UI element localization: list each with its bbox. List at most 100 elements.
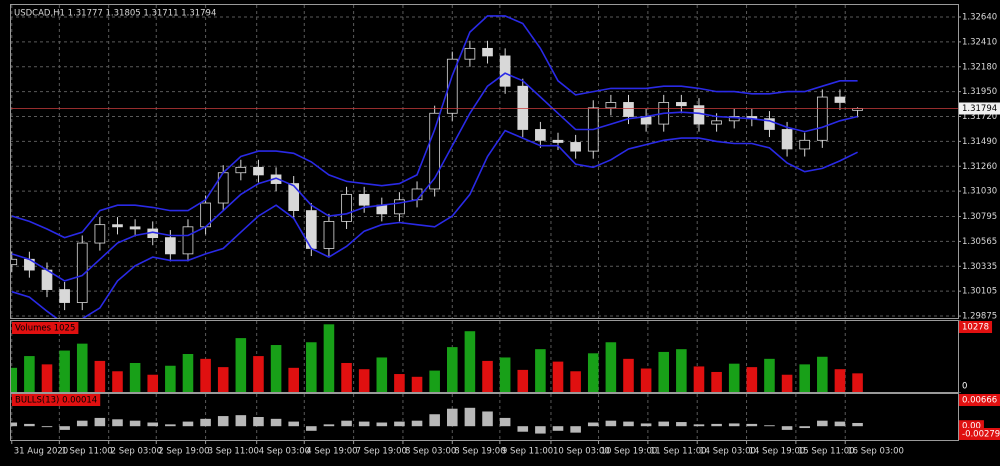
candle-body: [799, 139, 811, 150]
label-background: [959, 380, 971, 392]
oscillator-bar: [165, 424, 176, 427]
volume-bar: [76, 343, 88, 392]
x-tick-label: 11 Sep 11:00: [650, 447, 707, 457]
volume-bar: [10, 367, 18, 392]
y-tick-label: 1.30335: [962, 262, 997, 272]
volume-bar: [817, 356, 828, 392]
candle-body: [764, 118, 775, 130]
volume-bar: [640, 368, 652, 392]
oscillator-bar: [200, 418, 211, 427]
candle-body: [517, 85, 529, 130]
oscillator-bar: [182, 421, 194, 427]
oscillator-bar: [764, 425, 775, 427]
x-tick-label: 8 Sep 19:00: [454, 447, 505, 457]
oscillator-bar: [376, 422, 388, 427]
label-text: 1.31794: [962, 104, 997, 114]
volume-frame: [10, 320, 959, 393]
volume-bars: [10, 324, 863, 392]
volume-bar: [799, 364, 810, 392]
oscillator-bar: [411, 420, 423, 427]
volume-bar: [429, 370, 440, 392]
volume-bar: [746, 367, 758, 392]
candle-body: [552, 139, 564, 143]
oscillator-bar: [217, 416, 229, 427]
volume-bar: [270, 345, 282, 392]
candle-body: [482, 47, 493, 57]
x-tick-label: 10 Sep 19:00: [601, 447, 658, 457]
x-tick-label: 4 Sep 03:00: [259, 447, 310, 457]
volume-bar: [253, 356, 264, 392]
oscillator-bar: [10, 422, 18, 427]
y-tick-label: 1.29875: [962, 312, 997, 322]
y-tick-label: 1.31030: [962, 187, 997, 197]
volume-bar: [517, 369, 529, 392]
oscillator-bar: [394, 421, 405, 427]
y-tick-label: 1.31260: [962, 162, 997, 172]
volume-bar: [112, 371, 123, 392]
oscillator-bar: [59, 426, 70, 430]
candle-body: [429, 112, 440, 190]
volume-bar: [552, 361, 564, 392]
oscillator-bar: [253, 417, 264, 427]
oscillator-bar: [728, 423, 740, 427]
volume-bar: [165, 365, 176, 392]
oscillator-bar: [94, 417, 106, 427]
volume-bar: [200, 358, 211, 392]
oscillator-bar: [640, 423, 652, 427]
oscillator-bar: [605, 420, 617, 427]
x-tick-label: 16 Sep 03:00: [847, 447, 904, 457]
candle-body: [570, 142, 581, 152]
oscillator-bar: [658, 421, 670, 427]
y-tick-label: 1.32180: [962, 62, 997, 72]
oscillator-bars: [10, 407, 863, 434]
label-text: 0.00666: [962, 396, 997, 406]
oscillator-bar: [799, 426, 810, 429]
indicator-frame: [10, 393, 959, 441]
candle-body: [288, 183, 300, 212]
oscillator-bar: [306, 426, 317, 431]
x-tick-label: 14 Sep 19:00: [749, 447, 806, 457]
band-upper: [11, 15, 858, 239]
volume-bar: [781, 374, 793, 392]
candle-body: [499, 55, 511, 87]
volume-bar: [570, 371, 581, 392]
label-group: 0.00666: [959, 394, 1000, 406]
oscillator-bar: [587, 422, 599, 427]
oscillator-bar: [76, 420, 88, 427]
y-tick-label: 1.32410: [962, 37, 997, 47]
oscillator-bar: [623, 421, 634, 427]
volume-bar: [411, 376, 423, 392]
label-background: [12, 394, 101, 406]
label-text: Volumes 1025: [15, 324, 75, 334]
candle-body: [76, 242, 88, 303]
oscillator-bar: [464, 407, 476, 427]
volume-bar: [605, 342, 617, 392]
volume-bar: [394, 374, 405, 392]
volume-bar: [711, 371, 722, 392]
candle-body: [623, 102, 634, 117]
oscillator-bar: [746, 423, 758, 427]
y-tick-label: 1.30795: [962, 212, 997, 222]
volume-bar: [676, 349, 687, 392]
candle-body: [165, 237, 176, 255]
label-background: [959, 102, 1000, 115]
volume-bar: [235, 338, 247, 392]
volume-bar: [464, 331, 476, 392]
label-group: -0.00279: [959, 428, 1000, 440]
candle-body: [535, 129, 546, 141]
volume-bar: [24, 356, 35, 392]
candle-body: [253, 166, 264, 176]
candle-body: [129, 226, 141, 230]
y-tick-label: 1.32640: [962, 13, 997, 23]
volume-bar: [834, 369, 846, 392]
candle-body: [323, 221, 335, 249]
candle-body: [676, 102, 687, 107]
volume-bar: [446, 347, 458, 392]
candle-body: [94, 224, 106, 244]
candle-body: [182, 226, 194, 255]
volume-bar: [693, 366, 705, 392]
oscillator-bar: [41, 426, 53, 428]
label-text: 0.00: [962, 422, 981, 432]
y-tick-label: 1.31720: [962, 112, 997, 122]
y-tick-label: 1.30105: [962, 287, 997, 297]
